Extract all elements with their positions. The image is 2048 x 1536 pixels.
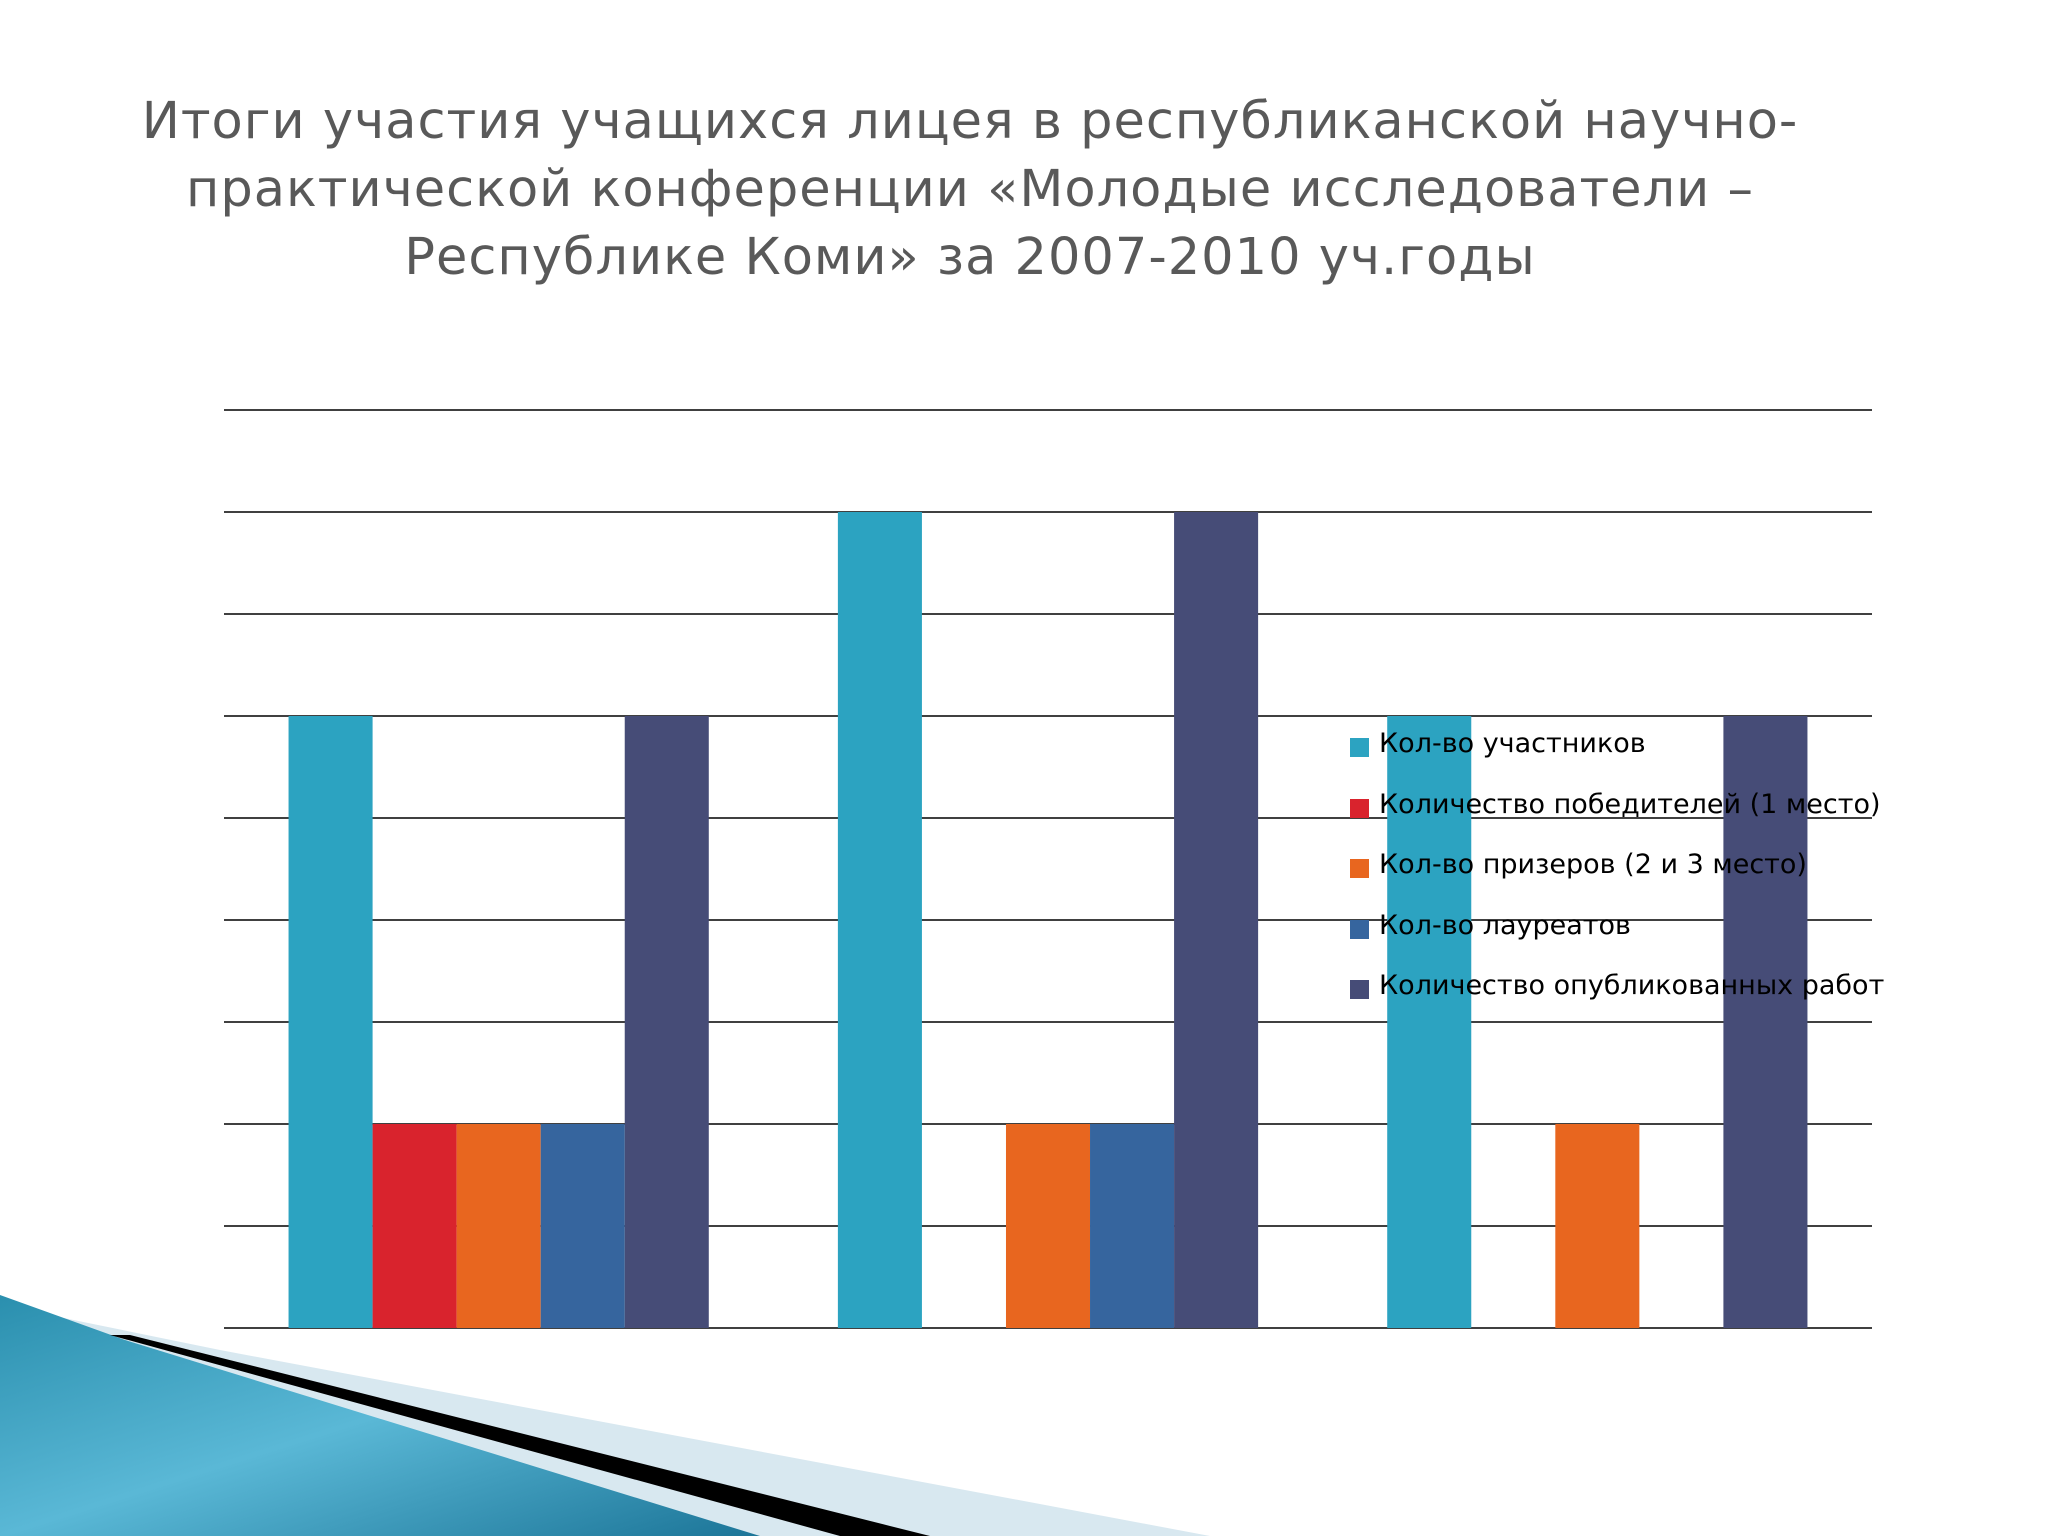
bar: [837, 512, 922, 1328]
decoration-blue-wedge: [0, 1295, 760, 1536]
bar: [1723, 716, 1808, 1328]
legend-swatch: [1350, 798, 1369, 818]
legend-swatch: [1350, 980, 1369, 999]
bars: [288, 512, 1808, 1328]
bar: [372, 1124, 457, 1328]
legend-swatch: [1350, 859, 1369, 878]
legend-label: Кол-во призеров (2 и 3 место): [1379, 849, 1807, 880]
bar: [456, 1124, 541, 1328]
bar: [1387, 716, 1472, 1328]
legend-label: Количество победителей (1 место): [1379, 788, 1881, 820]
legend-swatch: [1350, 919, 1369, 939]
legend-item: Количество победителей (1 место): [1350, 789, 1884, 850]
bar: [288, 716, 373, 1328]
bar: [624, 716, 709, 1328]
legend-item: Кол-во участников: [1350, 728, 1884, 789]
legend-item: Количество опубликованных работ: [1350, 970, 1884, 1031]
legend-label: Кол-во участников: [1379, 728, 1646, 759]
bar: [540, 1124, 625, 1328]
legend-label: Количество опубликованных работ: [1379, 970, 1885, 1001]
decoration-dark-stripe: [110, 1335, 930, 1536]
legend-label: Кол-во лауреатов: [1379, 909, 1631, 941]
slide-title: Итоги участия учащихся лицея в республик…: [141, 92, 1799, 287]
bar: [1555, 1124, 1640, 1328]
legend-item: Кол-во призеров (2 и 3 место): [1350, 849, 1884, 910]
legend-item: Кол-во лауреатов: [1350, 910, 1884, 971]
legend-swatch: [1350, 738, 1369, 757]
bar: [1174, 512, 1259, 1328]
bar: [1005, 1124, 1091, 1328]
chart-legend: Кол-во участников Количество победителей …: [1350, 728, 1884, 1031]
bar: [1090, 1124, 1175, 1328]
